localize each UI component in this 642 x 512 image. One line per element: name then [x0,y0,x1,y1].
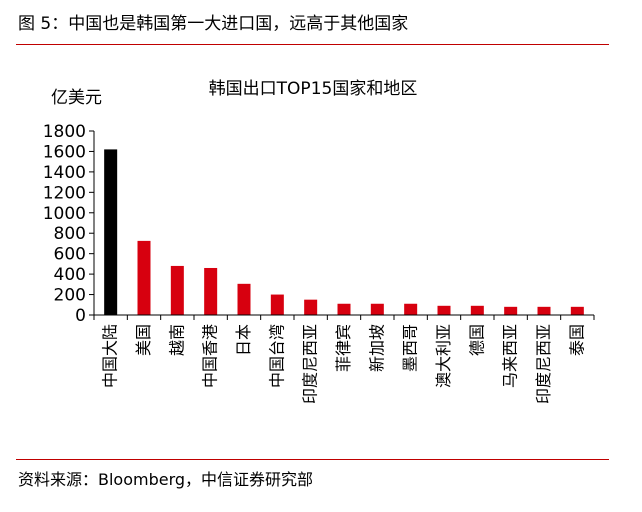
x-category-label: 美国 [134,324,153,356]
bar-12 [470,305,484,315]
bar-5 [237,283,251,315]
x-category-label: 日本 [234,324,253,356]
bar-10 [404,303,418,315]
y-tick-label: 800 [54,224,86,244]
bar-6 [270,294,284,315]
bar-11 [437,305,451,315]
bar-4 [204,267,218,315]
y-tick-label: 1800 [43,122,86,142]
bar-7 [304,299,318,315]
y-tick-label: 0 [75,306,86,326]
x-category-label: 泰国 [567,324,586,356]
source-note: 资料来源：Bloomberg，中信证券研究部 [18,470,314,489]
bar-2 [137,240,151,315]
bar-3 [170,265,184,315]
x-category-label: 德国 [467,324,486,356]
y-tick-label: 400 [54,265,86,285]
x-category-label: 中国大陆 [101,324,120,388]
bar-14 [537,306,551,315]
x-category-label: 印度尼西亚 [534,324,553,404]
x-category-label: 越南 [167,324,186,356]
y-tick-label: 1600 [43,142,86,162]
x-category-label: 菲律宾 [334,324,353,372]
x-category-label: 中国台湾 [267,324,286,388]
x-category-label: 印度尼西亚 [301,324,320,404]
y-tick-label: 200 [54,286,86,306]
y-tick-label: 1200 [43,183,86,203]
x-category-label: 新加坡 [367,324,386,372]
caption-divider [16,44,609,45]
bar-1 [104,149,118,315]
y-tick-label: 600 [54,245,86,265]
x-category-label: 马来西亚 [501,324,520,388]
bar-13 [504,306,518,315]
x-category-label: 中国香港 [201,324,220,388]
bar-9 [370,303,384,315]
chart-title: 韩国出口TOP15国家和地区 [209,79,418,99]
bar-15 [570,306,584,315]
y-tick-label: 1000 [43,204,86,224]
y-tick-label: 1400 [43,163,86,183]
x-category-label: 墨西哥 [401,324,420,372]
source-divider [16,459,609,460]
y-axis-unit-label: 亿美元 [51,88,102,108]
x-category-label: 澳大利亚 [434,324,453,388]
bar-8 [337,303,351,315]
figure-caption: 图 5：中国也是韩国第一大进口国，远高于其他国家 [18,14,409,34]
